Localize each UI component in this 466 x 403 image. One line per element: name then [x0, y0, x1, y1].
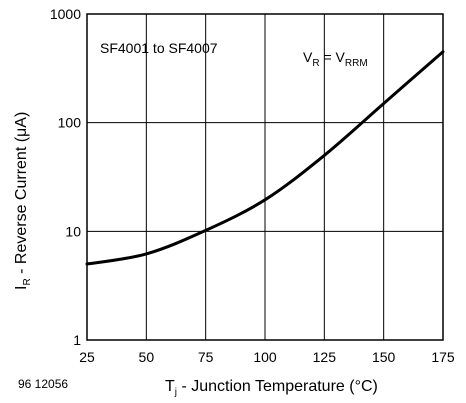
x-tick-label: 100 — [253, 349, 277, 365]
figure-id: 96 12056 — [18, 377, 68, 391]
y-tick-label: 100 — [58, 115, 82, 131]
y-tick-label: 1000 — [50, 6, 81, 22]
condition-v2-sub: RRM — [345, 58, 368, 69]
part-range-annotation: SF4001 to SF4007 — [100, 40, 218, 56]
y-tick-labels: 1 10 100 1000 — [50, 6, 81, 348]
y-axis-label-rest: - Reverse Current (μA) — [13, 112, 30, 279]
x-axis-label-rest: - Junction Temperature (°C) — [177, 378, 378, 395]
condition-v1-sub: R — [312, 58, 319, 69]
x-tick-label: 75 — [198, 349, 214, 365]
x-tick-label: 150 — [372, 349, 396, 365]
x-tick-labels: 25 50 75 100 125 150 175 — [79, 349, 455, 365]
x-tick-label: 175 — [431, 349, 455, 365]
x-tick-label: 125 — [313, 349, 337, 365]
grid — [87, 14, 443, 340]
condition-eq: = V — [320, 49, 346, 65]
y-tick-label: 10 — [65, 223, 81, 239]
x-tick-label: 50 — [139, 349, 155, 365]
x-axis-label-main: T — [165, 378, 175, 395]
x-axis-label: Tj - Junction Temperature (°C) — [165, 378, 378, 398]
y-axis-label-sub: R — [22, 278, 33, 285]
condition-annotation: VR = VRRM — [303, 49, 368, 69]
x-tick-label: 25 — [79, 349, 95, 365]
y-axis-label: IR - Reverse Current (μA) — [13, 112, 33, 290]
y-tick-label: 1 — [73, 332, 81, 348]
